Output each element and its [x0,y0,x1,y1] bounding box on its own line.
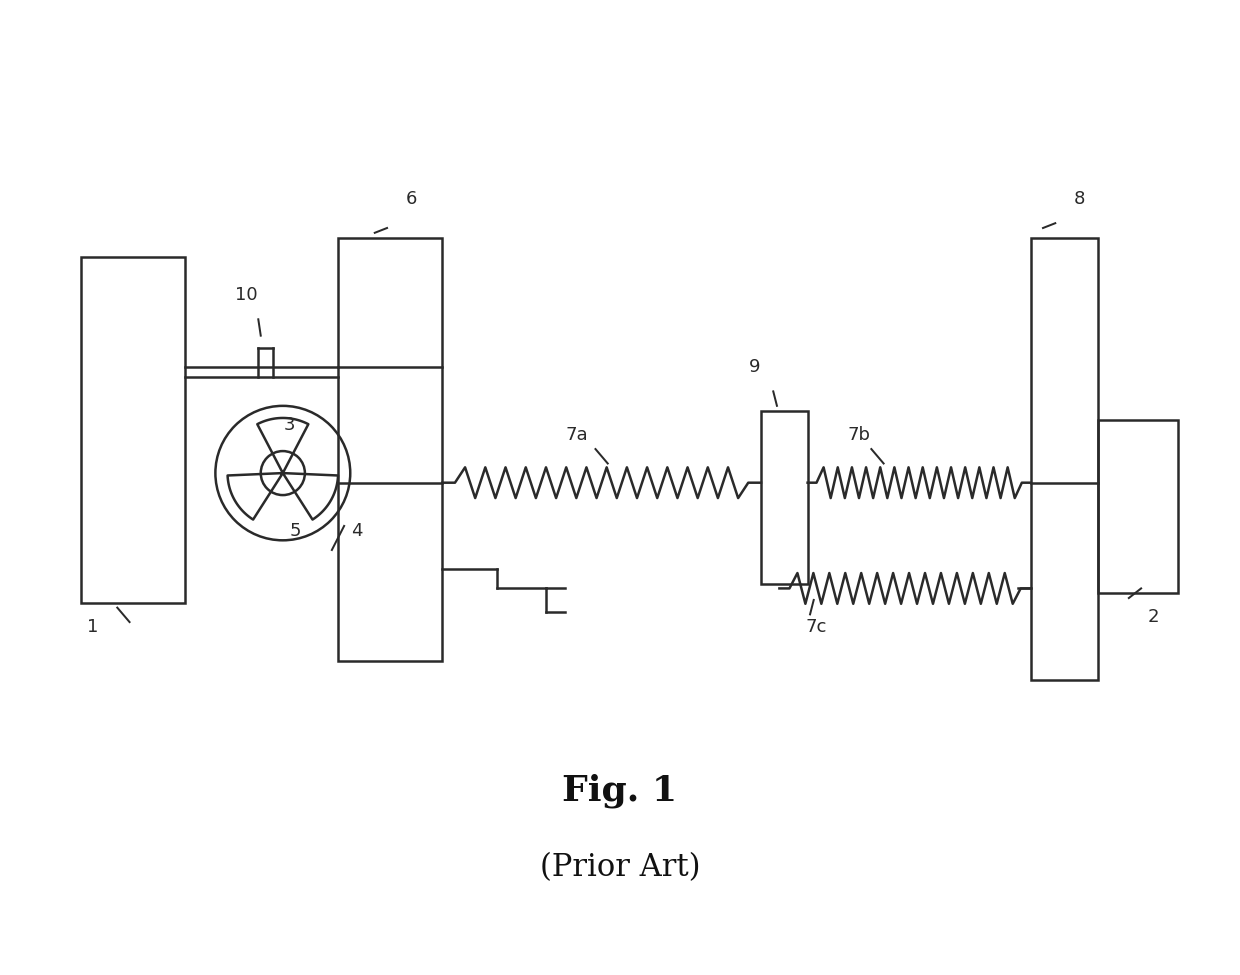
Text: (Prior Art): (Prior Art) [539,851,701,882]
Text: 7b: 7b [848,426,870,444]
Bar [339,238,443,660]
Text: 9: 9 [749,359,760,376]
Text: 1: 1 [87,618,98,636]
Text: 4: 4 [351,522,362,540]
Text: 8: 8 [1074,190,1085,209]
Bar [1030,238,1099,680]
Bar [1099,420,1178,593]
Text: 2: 2 [1147,608,1159,626]
Text: 7a: 7a [565,426,589,444]
Text: 7c: 7c [806,618,827,636]
Bar [761,410,807,584]
Text: 5: 5 [289,522,301,540]
Text: 6: 6 [405,190,417,209]
Bar [81,256,185,603]
Text: 3: 3 [283,416,295,434]
Text: Fig. 1: Fig. 1 [563,773,677,807]
Text: 10: 10 [234,287,258,304]
